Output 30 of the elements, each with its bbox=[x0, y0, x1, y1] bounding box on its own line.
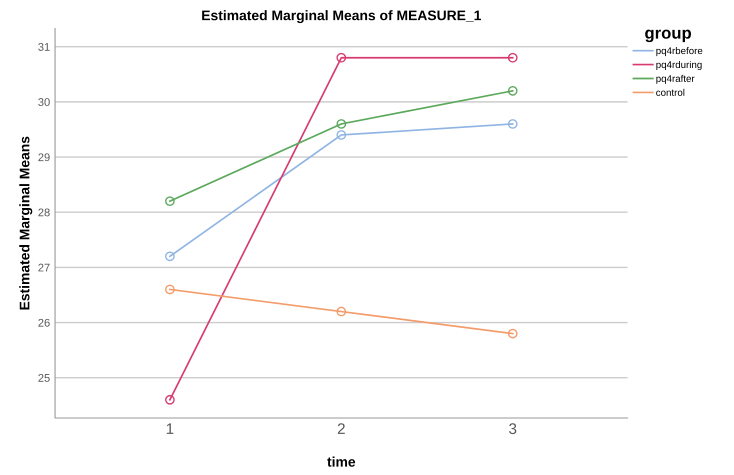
y-tick-label: 27 bbox=[38, 264, 50, 272]
point bbox=[508, 119, 518, 129]
point bbox=[165, 251, 175, 262]
point bbox=[508, 52, 518, 63]
x-tick-label: 2 bbox=[338, 423, 345, 434]
point bbox=[336, 130, 346, 140]
point bbox=[336, 119, 346, 129]
point bbox=[165, 394, 175, 405]
legend-label: pq4rafter bbox=[656, 74, 695, 84]
y-tick-label: 30 bbox=[38, 98, 50, 106]
point bbox=[508, 328, 518, 338]
legend-label: pq4rbefore bbox=[656, 47, 702, 56]
legend-label: pq4rduring bbox=[656, 60, 702, 70]
y-tick-label: 28 bbox=[38, 208, 50, 216]
y-tick-label: 31 bbox=[38, 42, 50, 51]
legend-label: control bbox=[656, 88, 684, 96]
x-tick-label: 3 bbox=[509, 423, 516, 434]
point bbox=[336, 52, 346, 63]
point bbox=[508, 86, 518, 96]
y-tick-label: 29 bbox=[38, 153, 50, 162]
point bbox=[336, 306, 346, 316]
point bbox=[165, 196, 175, 206]
x-tick-label: 1 bbox=[166, 423, 174, 434]
legend-title: group bbox=[645, 30, 692, 42]
y-tick-label: 26 bbox=[38, 318, 50, 327]
y-tick-label: 25 bbox=[38, 374, 50, 382]
y-axis-title: Estimated Marginal Means bbox=[19, 136, 32, 310]
chart-title: Estimated Marginal Means of MEASURE_1 bbox=[202, 10, 482, 24]
x-axis-title: time bbox=[327, 456, 356, 467]
point bbox=[165, 284, 175, 294]
